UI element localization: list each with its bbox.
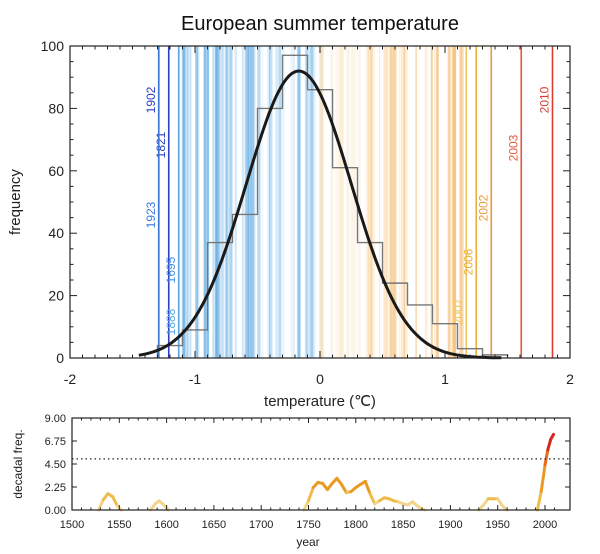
fit-curve	[138, 69, 502, 360]
year-background-lines	[181, 46, 464, 358]
x-tick-label: -1	[189, 371, 202, 387]
y-tick-label: 100	[41, 38, 65, 54]
decadal-line-segment	[340, 482, 348, 495]
bottom-x-tick-label: 1550	[107, 519, 131, 531]
bottom-x-axis-label: year	[296, 535, 319, 549]
bottom-y-tick-label: 2.25	[45, 482, 66, 494]
histogram-bar	[283, 55, 308, 358]
decadal-line-segment	[549, 432, 556, 441]
decadal-line-segment	[307, 486, 315, 503]
x-tick-label: -2	[64, 371, 77, 387]
bottom-tick-labels: 1500 1550 1600 1650 1700 1750 1800 1850 1900 1950…	[45, 413, 558, 531]
decadal-line-segment	[500, 504, 509, 512]
bottom-x-tick-label: 1750	[296, 519, 320, 531]
y-axis-label: frequency	[7, 169, 24, 235]
bottom-y-axis-label: decadal freq.	[11, 429, 25, 498]
bottom-x-tick-label: 1950	[485, 519, 509, 531]
y-tick-label: 80	[48, 100, 64, 116]
bottom-x-tick-label: 1800	[344, 519, 368, 531]
bottom-x-tick-label: 1700	[249, 519, 273, 531]
highlighted-year-lines: 1902 1821 1923 1695 1888 2007 2006 2002 2003 2010	[144, 46, 554, 358]
bottom-x-tick-label: 1900	[438, 519, 462, 531]
year-label-2003: 2003	[506, 134, 520, 161]
bottom-y-tick-label: 0.00	[45, 505, 66, 517]
y-tick-label: 40	[48, 225, 64, 241]
x-tick-label: 2	[566, 371, 574, 387]
year-label-2007: 2007	[451, 298, 465, 325]
year-label-1695: 1695	[164, 256, 178, 283]
x-tick-label: 1	[441, 371, 449, 387]
bottom-plot-frame	[71, 417, 571, 511]
bottom-y-tick-label: 9.00	[45, 413, 66, 425]
gaussian-fit	[138, 69, 502, 360]
bottom-y-tick-label: 4.50	[45, 459, 66, 471]
bottom-x-tick-label: 1500	[60, 519, 84, 531]
decadal-frequency-line	[96, 432, 556, 512]
y-tick-label: 0	[56, 350, 64, 366]
x-axis-label: temperature (℃)	[264, 393, 376, 410]
year-label-2010: 2010	[538, 86, 552, 113]
histogram-bar	[408, 305, 433, 358]
decadal-line-segment	[302, 499, 310, 512]
year-label-1821: 1821	[154, 131, 168, 158]
decadal-line-segment	[546, 437, 553, 452]
decadal-line-segment	[368, 492, 377, 506]
decadal-line-segment	[111, 495, 119, 508]
bottom-axis-ticks	[71, 417, 570, 511]
bottom-y-tick-label: 6.75	[45, 436, 66, 448]
chart-title: European summer temperature	[181, 13, 459, 35]
year-label-2006: 2006	[461, 248, 475, 275]
bottom-x-tick-label: 1850	[391, 519, 415, 531]
decadal-line-segment	[363, 479, 372, 496]
decadal-line-segment	[539, 463, 547, 494]
year-label-1888: 1888	[164, 308, 178, 335]
bottom-x-tick-label: 2000	[533, 519, 557, 531]
x-tick-label: 0	[316, 371, 324, 387]
year-label-1902: 1902	[144, 86, 158, 113]
top-axis-ticks	[69, 45, 571, 359]
y-tick-label: 60	[48, 163, 64, 179]
y-tick-label: 20	[48, 288, 64, 304]
bottom-x-tick-label: 1650	[202, 519, 226, 531]
decadal-line-segment	[535, 490, 543, 512]
year-label-2002: 2002	[476, 194, 490, 221]
bottom-x-tick-label: 1600	[154, 519, 178, 531]
decadal-line-segment	[543, 448, 550, 467]
decadal-line-segment	[96, 498, 105, 512]
year-label-1923: 1923	[144, 201, 158, 228]
